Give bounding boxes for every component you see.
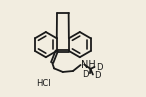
Text: NH: NH bbox=[81, 60, 96, 70]
Text: D: D bbox=[82, 70, 88, 79]
Text: D: D bbox=[94, 71, 101, 80]
Text: D: D bbox=[96, 63, 103, 72]
Text: HCl: HCl bbox=[36, 79, 50, 88]
